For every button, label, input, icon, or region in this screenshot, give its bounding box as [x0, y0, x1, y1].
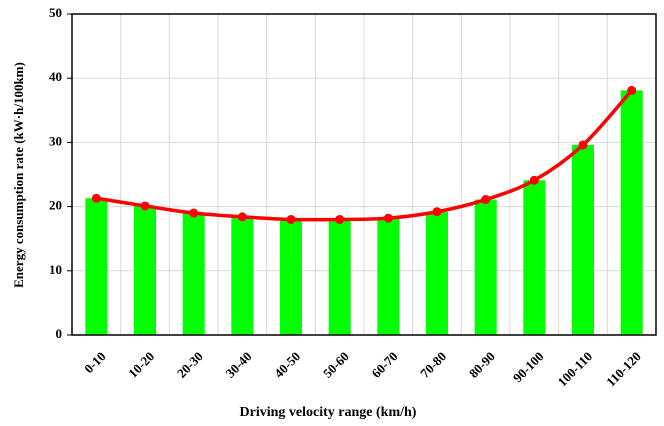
bar: [377, 218, 400, 335]
x-tick-label: 10-20: [125, 349, 157, 381]
point: [432, 207, 442, 217]
point: [189, 208, 199, 218]
point: [335, 214, 345, 224]
y-tick-label: 0: [56, 326, 63, 341]
bar: [328, 219, 351, 335]
bar: [572, 144, 594, 335]
x-tick-label: 30-40: [223, 349, 255, 381]
y-tick-label: 10: [49, 262, 62, 277]
point: [627, 85, 637, 95]
x-tick-label: 60-70: [369, 349, 401, 381]
point: [529, 175, 539, 185]
y-tick-label: 40: [49, 69, 62, 84]
bar: [474, 199, 497, 335]
y-tick-label: 30: [49, 133, 62, 148]
x-tick-label: 110-120: [603, 349, 644, 390]
y-axis-title: Energy consumption rate (kW·h/100km): [11, 62, 26, 288]
point: [286, 214, 296, 224]
bar: [231, 216, 254, 335]
x-tick-label: 50-60: [320, 349, 352, 381]
x-tick-label: 70-80: [417, 349, 449, 381]
y-tick-label: 20: [49, 198, 62, 213]
x-tick-label: 20-30: [174, 349, 206, 381]
bar: [280, 219, 302, 335]
x-tick-label: 90-100: [510, 349, 547, 386]
bar: [620, 90, 643, 335]
bar: [134, 205, 156, 335]
point: [383, 213, 393, 223]
x-axis-title: Driving velocity range (km/h): [240, 405, 417, 420]
plot-frame: [71, 13, 657, 336]
x-tick-label: 40-50: [271, 349, 303, 381]
point: [578, 140, 588, 150]
x-tick-label: 0-10: [81, 349, 108, 376]
x-tick-label: 80-90: [466, 349, 498, 381]
x-tick-label: 100-110: [554, 349, 595, 390]
y-tick-label: 50: [49, 5, 62, 20]
bar: [426, 211, 448, 335]
point: [237, 212, 247, 222]
point: [481, 195, 491, 205]
point: [91, 193, 101, 203]
bar: [85, 198, 108, 335]
bar: [182, 213, 205, 335]
bar: [523, 180, 546, 335]
point: [140, 201, 150, 211]
